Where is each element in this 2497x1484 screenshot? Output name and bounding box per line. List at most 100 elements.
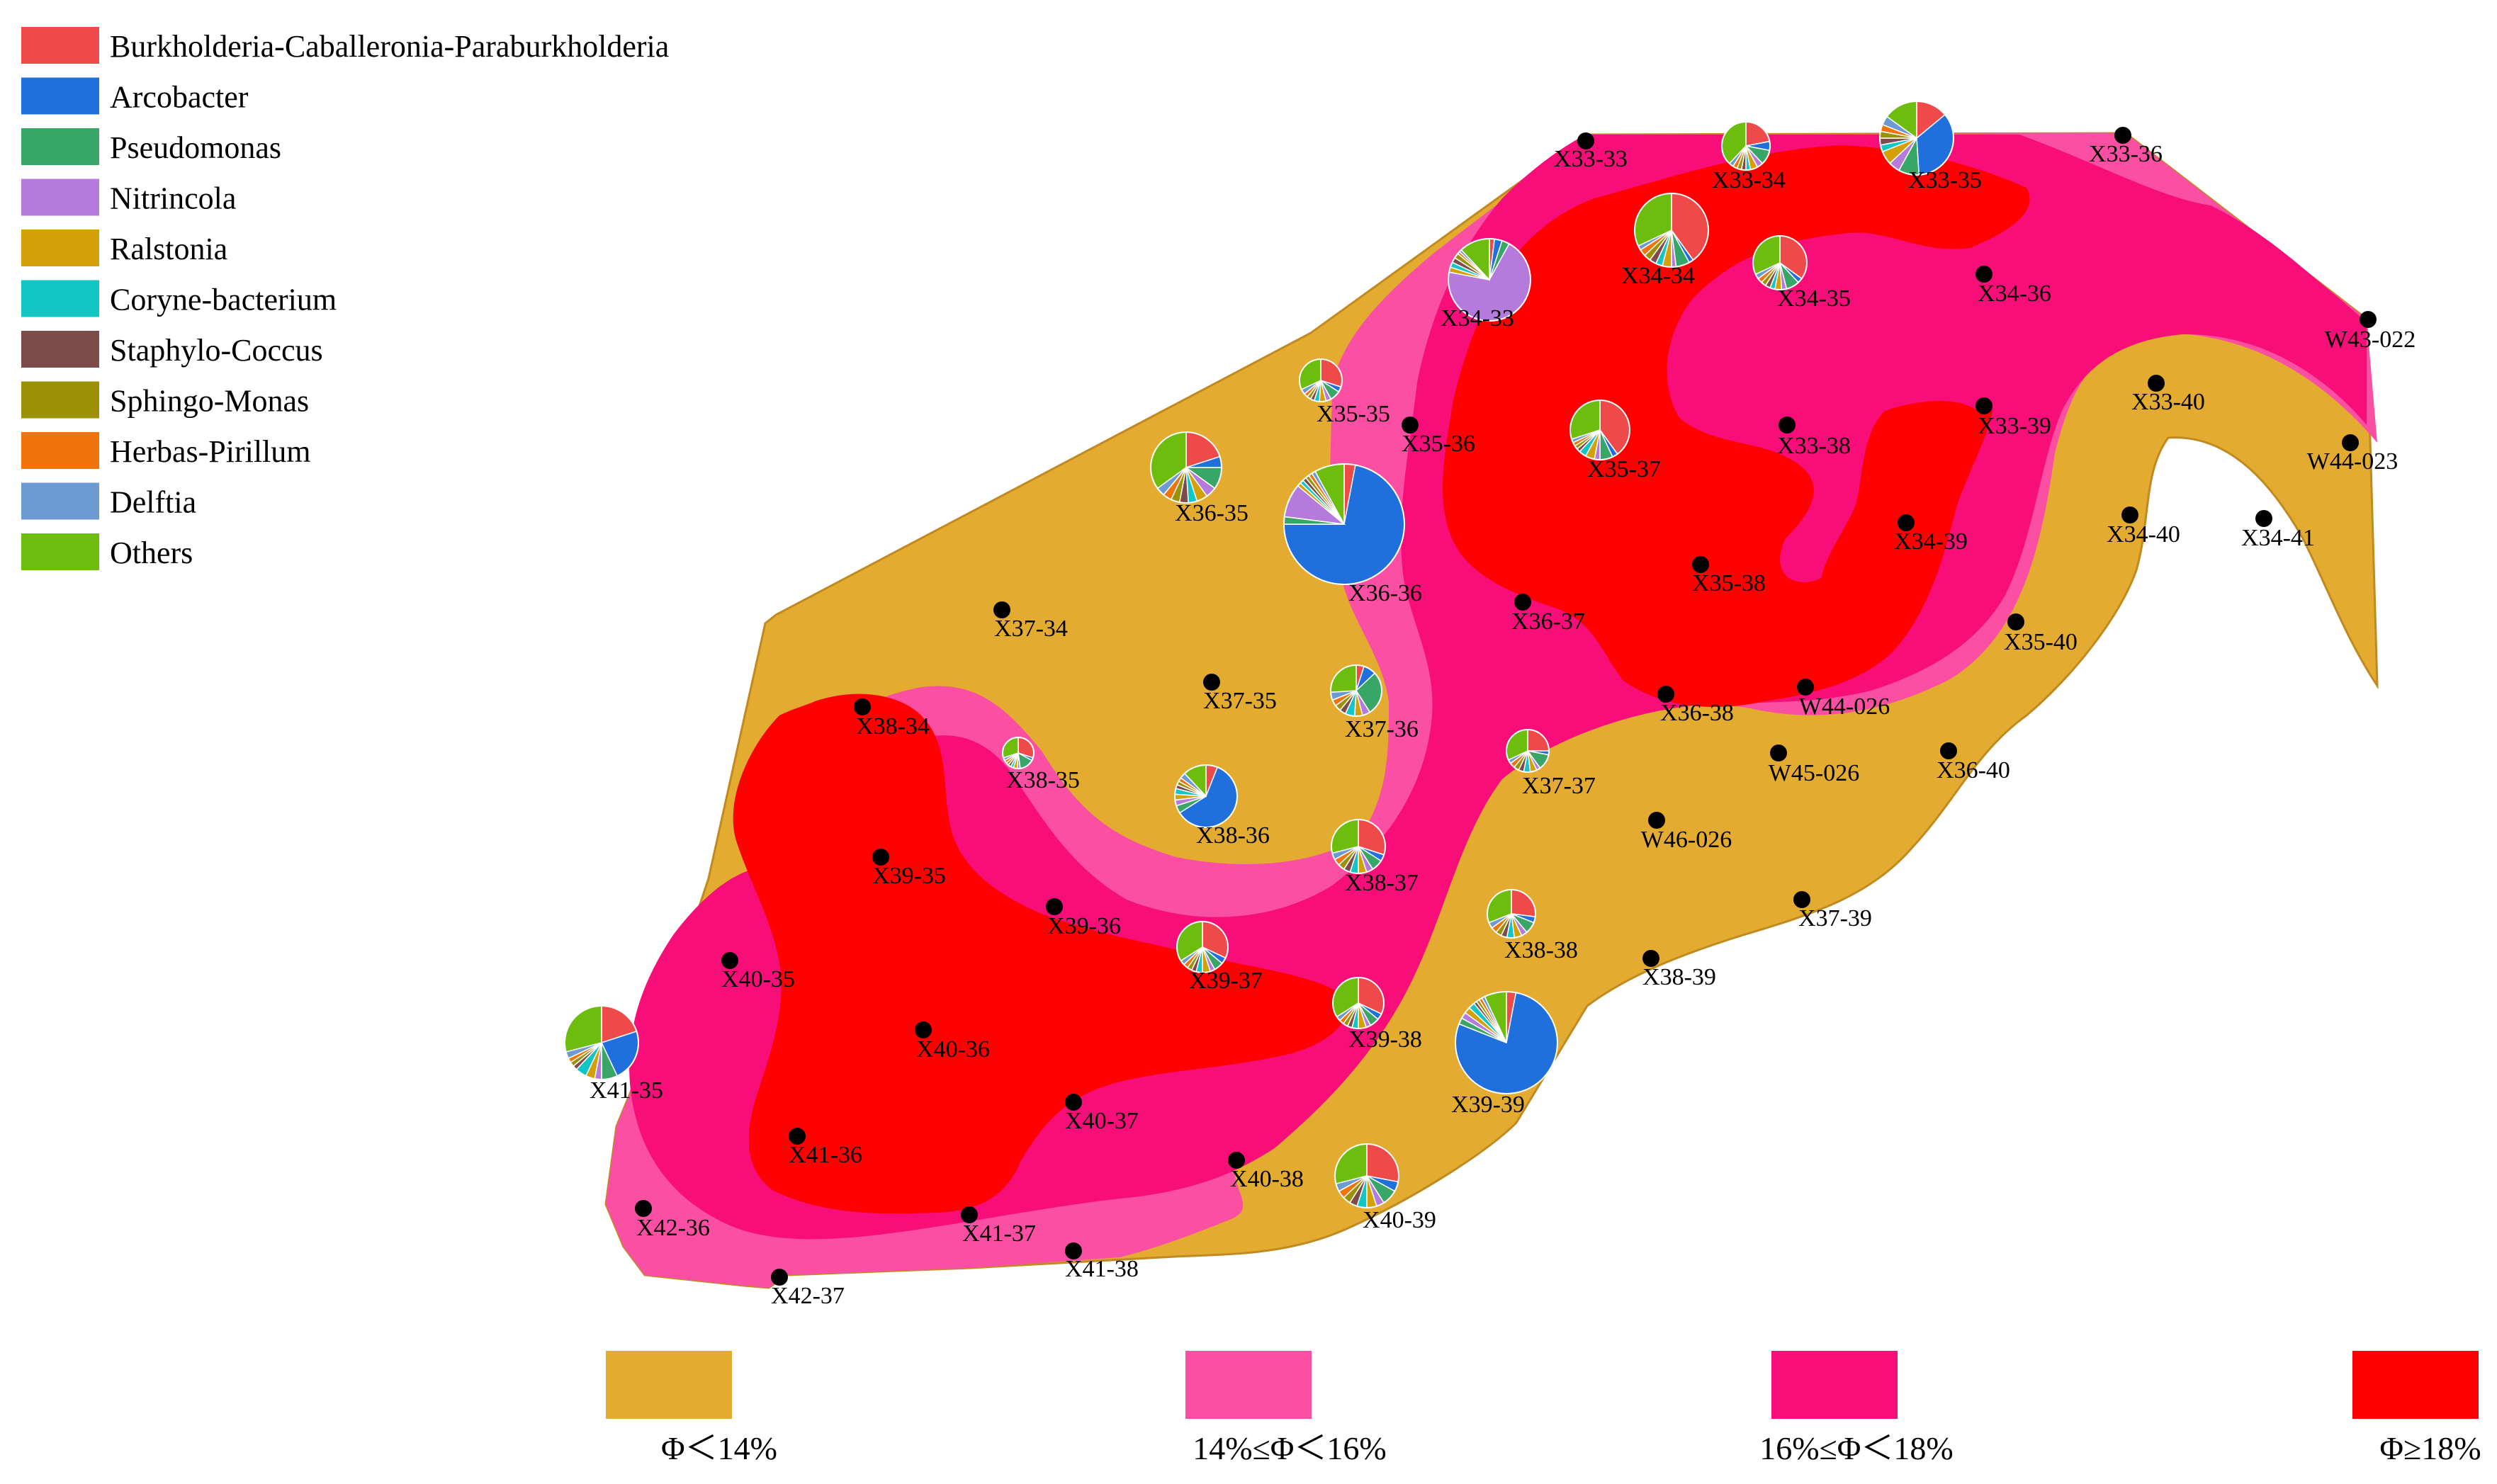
well-x39-36[interactable]: X39-36: [1046, 898, 1121, 939]
pie-well-label: X34-35: [1777, 285, 1851, 312]
pie-outline: [1634, 193, 1709, 268]
well-x42-37[interactable]: X42-37: [771, 1269, 845, 1309]
well-x39-35[interactable]: X39-35: [872, 849, 946, 889]
well-label: X38-34: [856, 713, 930, 740]
porosity-legend-label: 16%≤Φ＜18%: [1759, 1430, 1954, 1466]
well-x34-41[interactable]: X34-41: [2241, 510, 2315, 551]
pie-x36-36[interactable]: X36-36: [1283, 463, 1422, 606]
well-x33-40[interactable]: X33-40: [2131, 375, 2205, 415]
well-x41-36[interactable]: X41-36: [789, 1128, 862, 1168]
porosity-swatch: [1771, 1351, 1898, 1419]
well-label: W43-022: [2325, 327, 2416, 353]
well-w46-026[interactable]: W46-026: [1641, 812, 1732, 853]
well-label: X33-33: [1554, 146, 1628, 172]
pie-x38-35[interactable]: X38-35: [1002, 737, 1080, 793]
well-x33-36[interactable]: X33-36: [2089, 127, 2163, 167]
well-dot: [635, 1200, 652, 1217]
well-dot: [2255, 510, 2272, 527]
pie-outline: [564, 1005, 639, 1080]
pie-well-label: X35-35: [1317, 401, 1390, 427]
well-dot: [1692, 556, 1709, 573]
well-x40-35[interactable]: X40-35: [721, 952, 795, 992]
well-x37-35[interactable]: X37-35: [1203, 674, 1277, 714]
pie-x35-35[interactable]: X35-35: [1299, 358, 1390, 427]
pie-outline: [1330, 664, 1382, 717]
pie-x34-34[interactable]: X34-34: [1621, 193, 1709, 289]
well-w44-026[interactable]: W44-026: [1797, 679, 1890, 720]
well-x40-38[interactable]: X40-38: [1228, 1152, 1304, 1192]
porosity-legend: Φ＜14% 14%≤Φ＜16% 16%≤Φ＜18% Φ≥18%: [606, 1351, 2481, 1466]
porosity-swatch: [1185, 1351, 1312, 1419]
well-x34-39[interactable]: X34-39: [1894, 514, 1968, 555]
pie-x39-37[interactable]: X39-37: [1176, 921, 1263, 994]
well-label: X37-34: [994, 616, 1068, 642]
pie-x41-35[interactable]: X41-35: [564, 1005, 663, 1104]
well-x35-40[interactable]: X35-40: [2004, 613, 2078, 655]
well-dot: [854, 698, 871, 715]
well-label: X33-36: [2089, 141, 2163, 167]
well-label: X42-36: [636, 1215, 710, 1241]
well-x40-36[interactable]: X40-36: [915, 1021, 990, 1063]
pie-outline: [1448, 238, 1531, 322]
pie-x37-36[interactable]: X37-36: [1330, 664, 1419, 742]
well-w44-023[interactable]: W44-023: [2307, 434, 2398, 475]
genus-legend-label: Staphylo-Coccus: [110, 333, 323, 368]
well-x33-39[interactable]: X33-39: [1975, 397, 2051, 439]
well-w45-026[interactable]: W45-026: [1769, 744, 1859, 786]
pie-x38-36[interactable]: X38-36: [1174, 764, 1270, 849]
well-label: X34-36: [1978, 281, 2051, 307]
well-x37-39[interactable]: X37-39: [1793, 891, 1872, 931]
pie-x35-37[interactable]: X35-37: [1569, 400, 1661, 482]
well-x36-37[interactable]: X36-37: [1511, 594, 1585, 635]
well-x38-39[interactable]: X38-39: [1642, 950, 1716, 990]
well-x38-34[interactable]: X38-34: [854, 698, 930, 740]
pie-well-label: X37-37: [1522, 773, 1596, 799]
well-label: X36-37: [1511, 608, 1585, 635]
pie-outline: [1332, 977, 1385, 1029]
well-x42-36[interactable]: X42-36: [635, 1200, 710, 1241]
well-dot: [1797, 679, 1814, 696]
well-dot: [2342, 434, 2359, 451]
genus-legend-label: Ralstonia: [110, 232, 227, 266]
well-x40-37[interactable]: X40-37: [1065, 1094, 1139, 1134]
well-x33-38[interactable]: X33-38: [1777, 417, 1851, 459]
pie-well-label: X36-36: [1348, 580, 1422, 606]
well-x41-37[interactable]: X41-37: [961, 1206, 1036, 1247]
genus-swatch: [21, 230, 99, 266]
pie-x36-35[interactable]: X36-35: [1150, 431, 1248, 526]
well-label: X33-38: [1777, 433, 1851, 459]
pie-well-label: X39-37: [1189, 968, 1263, 994]
pie-x34-33[interactable]: X34-33: [1441, 238, 1531, 332]
pie-well-label: X35-37: [1587, 456, 1661, 482]
well-label: X39-35: [872, 863, 946, 889]
well-dot: [1975, 266, 1992, 283]
well-x41-38[interactable]: X41-38: [1065, 1242, 1139, 1282]
pie-x33-35[interactable]: X33-35: [1879, 101, 1982, 193]
well-x36-40[interactable]: X36-40: [1937, 742, 2010, 783]
well-x36-38[interactable]: X36-38: [1657, 686, 1734, 726]
well-x35-38[interactable]: X35-38: [1692, 556, 1766, 596]
well-dot: [1514, 594, 1531, 611]
pie-x39-39[interactable]: X39-39: [1451, 991, 1558, 1118]
well-x37-34[interactable]: X37-34: [993, 601, 1068, 642]
pie-x38-37[interactable]: X38-37: [1331, 819, 1419, 896]
genus-legend-item: Nitrincola: [21, 179, 236, 216]
well-x33-33[interactable]: X33-33: [1554, 132, 1628, 172]
well-x34-40[interactable]: X34-40: [2107, 506, 2180, 548]
well-w43-022[interactable]: W43-022: [2325, 311, 2416, 353]
well-x34-36[interactable]: X34-36: [1975, 266, 2051, 307]
pie-x39-38[interactable]: X39-38: [1332, 977, 1422, 1053]
pie-x40-39[interactable]: X40-39: [1334, 1143, 1436, 1233]
pie-well-label: X39-38: [1348, 1026, 1422, 1053]
well-label: X37-35: [1203, 688, 1277, 714]
well-x35-36[interactable]: X35-36: [1402, 417, 1475, 457]
pie-x33-34[interactable]: X33-34: [1712, 121, 1786, 193]
pie-x37-37[interactable]: X37-37: [1506, 729, 1596, 799]
pie-x38-38[interactable]: X38-38: [1487, 889, 1578, 963]
well-dot: [771, 1269, 788, 1286]
pie-x34-35[interactable]: X34-35: [1752, 235, 1851, 312]
pie-outline: [1455, 991, 1558, 1094]
pie-outline: [1487, 889, 1536, 939]
zone-porosity-ge18-south: [733, 693, 1348, 1214]
well-dot: [1046, 898, 1063, 915]
